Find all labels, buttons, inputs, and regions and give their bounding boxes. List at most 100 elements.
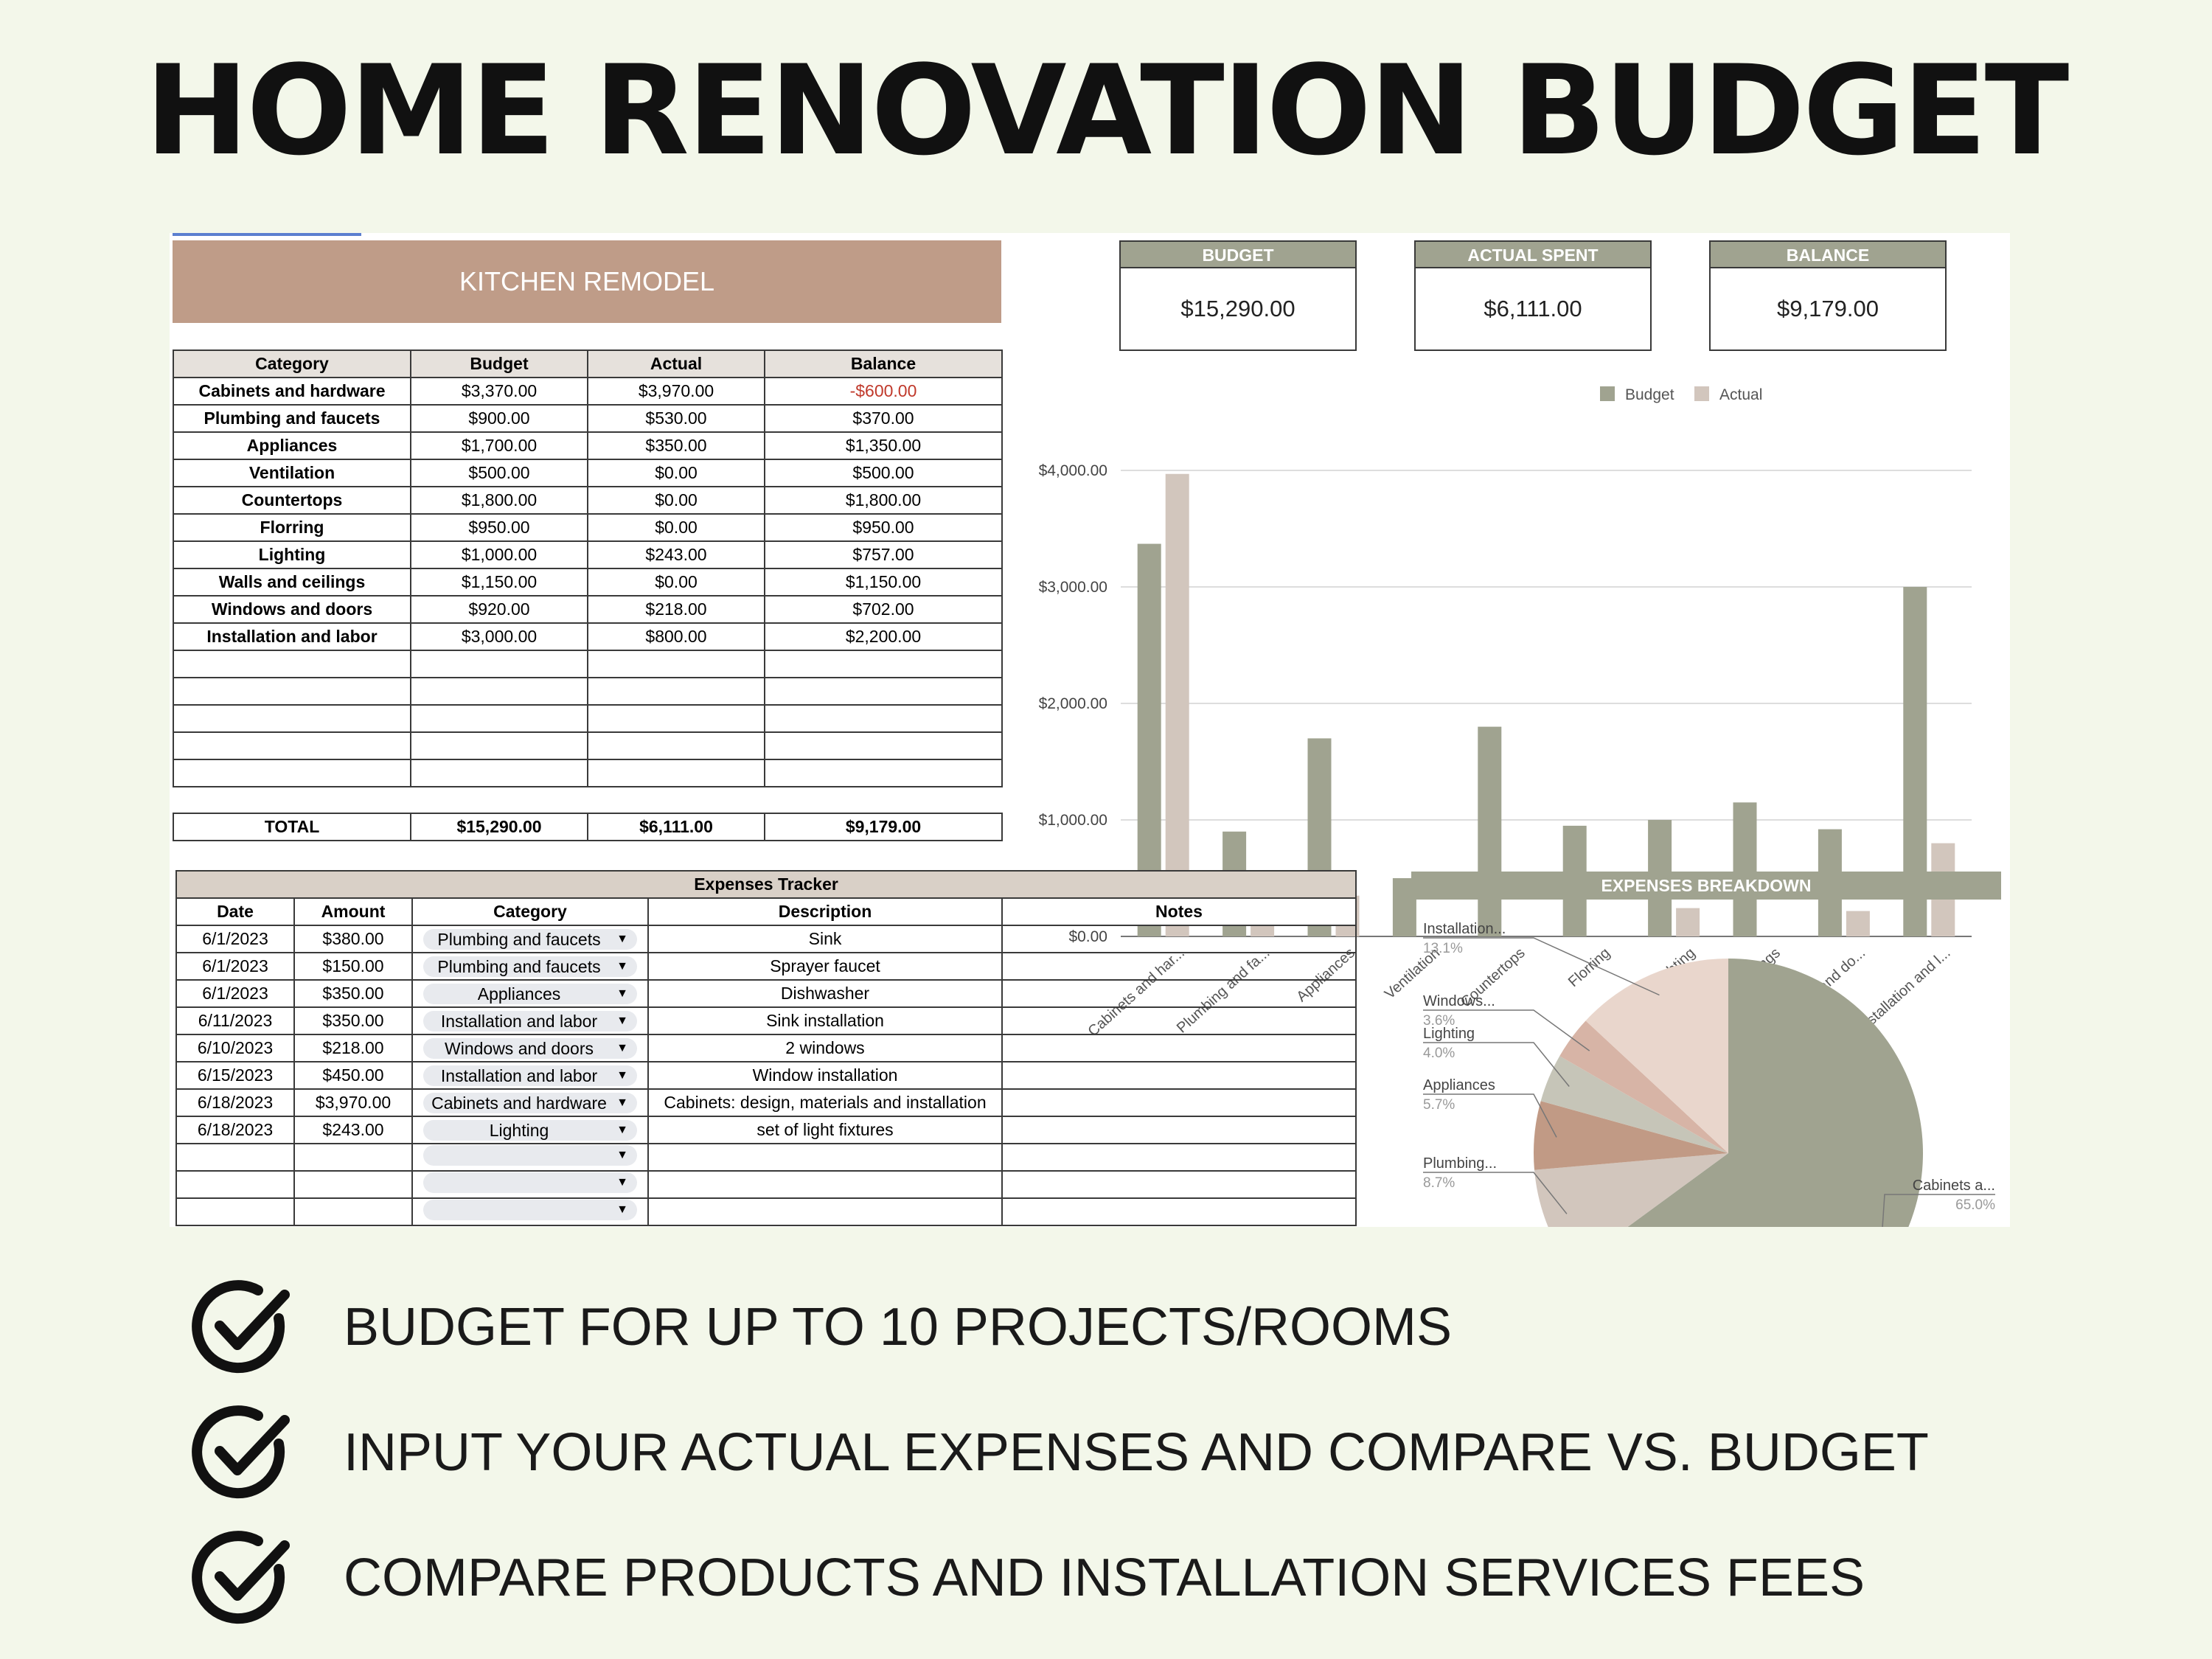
dropdown-arrow-icon[interactable]: ▼ [616, 1148, 628, 1161]
empty-cell[interactable] [293, 1170, 413, 1199]
budget-cell-budget[interactable]: $1,700.00 [410, 431, 588, 460]
budget-cell-balance[interactable]: $1,350.00 [764, 431, 1003, 460]
expense-cell-description[interactable]: Sink [647, 925, 1003, 953]
empty-cell[interactable] [647, 1197, 1003, 1226]
expense-cell-description[interactable]: Sink installation [647, 1006, 1003, 1035]
dropdown-arrow-icon[interactable]: ▼ [616, 1175, 628, 1189]
budget-cell-actual[interactable]: $3,970.00 [587, 377, 765, 406]
dropdown-arrow-icon[interactable]: ▼ [616, 1014, 628, 1027]
category-select[interactable]: Windows and doors ▼ [423, 1037, 637, 1059]
empty-cell[interactable] [173, 677, 411, 706]
empty-cell[interactable] [1001, 1170, 1357, 1199]
budget-cell-actual[interactable]: $530.00 [587, 404, 765, 433]
budget-cell-balance[interactable]: $702.00 [764, 595, 1003, 624]
expense-cell-amount[interactable]: $450.00 [293, 1061, 413, 1090]
category-select[interactable]: Lighting ▼ [423, 1119, 637, 1141]
budget-cell-balance[interactable]: $757.00 [764, 540, 1003, 569]
empty-cell[interactable] [764, 759, 1003, 787]
budget-cell-balance[interactable]: $2,200.00 [764, 622, 1003, 651]
expense-cell-date[interactable]: 6/15/2023 [175, 1061, 295, 1090]
expense-cell-description[interactable]: 2 windows [647, 1034, 1003, 1062]
expense-cell-notes[interactable] [1001, 952, 1357, 981]
budget-cell-budget[interactable]: $500.00 [410, 459, 588, 487]
empty-cell[interactable] [410, 731, 588, 760]
expense-cell-notes[interactable] [1001, 1006, 1357, 1035]
expense-cell-description[interactable]: Dishwasher [647, 979, 1003, 1008]
budget-cell-balance[interactable]: $500.00 [764, 459, 1003, 487]
empty-cell[interactable] [1001, 1197, 1357, 1226]
dropdown-arrow-icon[interactable]: ▼ [616, 1068, 628, 1082]
budget-cell-budget[interactable]: $950.00 [410, 513, 588, 542]
empty-cell[interactable] [647, 1170, 1003, 1199]
expense-cell-amount[interactable]: $350.00 [293, 979, 413, 1008]
empty-cell[interactable] [764, 677, 1003, 706]
budget-cell-balance[interactable]: $370.00 [764, 404, 1003, 433]
empty-cell[interactable] [647, 1143, 1003, 1172]
budget-cell-actual[interactable]: $0.00 [587, 568, 765, 597]
budget-cell-actual[interactable]: $218.00 [587, 595, 765, 624]
empty-cell[interactable] [410, 704, 588, 733]
category-select[interactable]: Cabinets and hardware ▼ [423, 1092, 637, 1113]
expense-cell-date[interactable]: 6/18/2023 [175, 1088, 295, 1117]
category-select[interactable]: ▼ [423, 1172, 637, 1193]
dropdown-arrow-icon[interactable]: ▼ [616, 959, 628, 973]
budget-cell-category[interactable]: Plumbing and faucets [173, 404, 411, 433]
empty-cell[interactable] [175, 1170, 295, 1199]
budget-cell-category[interactable]: Installation and labor [173, 622, 411, 651]
budget-cell-actual[interactable]: $0.00 [587, 513, 765, 542]
dropdown-arrow-icon[interactable]: ▼ [616, 1041, 628, 1054]
expense-cell-amount[interactable]: $380.00 [293, 925, 413, 953]
budget-cell-balance[interactable]: -$600.00 [764, 377, 1003, 406]
empty-cell[interactable] [173, 650, 411, 678]
budget-cell-category[interactable]: Appliances [173, 431, 411, 460]
dropdown-arrow-icon[interactable]: ▼ [616, 1123, 628, 1136]
category-select[interactable]: Installation and labor ▼ [423, 1010, 637, 1032]
expense-cell-date[interactable]: 6/1/2023 [175, 925, 295, 953]
empty-cell[interactable] [587, 677, 765, 706]
expense-cell-date[interactable]: 6/10/2023 [175, 1034, 295, 1062]
empty-cell[interactable] [173, 759, 411, 787]
expense-cell-amount[interactable]: $150.00 [293, 952, 413, 981]
empty-cell[interactable] [293, 1143, 413, 1172]
category-select[interactable]: Appliances ▼ [423, 983, 637, 1004]
budget-cell-balance[interactable]: $950.00 [764, 513, 1003, 542]
budget-cell-budget[interactable]: $1,800.00 [410, 486, 588, 515]
empty-cell[interactable] [1001, 1143, 1357, 1172]
budget-cell-actual[interactable]: $800.00 [587, 622, 765, 651]
budget-cell-category[interactable]: Lighting [173, 540, 411, 569]
budget-cell-category[interactable]: Countertops [173, 486, 411, 515]
budget-cell-category[interactable]: Windows and doors [173, 595, 411, 624]
expense-cell-description[interactable]: Cabinets: design, materials and installa… [647, 1088, 1003, 1117]
dropdown-arrow-icon[interactable]: ▼ [616, 1203, 628, 1216]
total-balance[interactable]: $9,179.00 [764, 813, 1003, 841]
total-budget[interactable]: $15,290.00 [410, 813, 588, 841]
budget-cell-category[interactable]: Ventilation [173, 459, 411, 487]
budget-cell-budget[interactable]: $920.00 [410, 595, 588, 624]
expense-cell-notes[interactable] [1001, 1061, 1357, 1090]
dropdown-arrow-icon[interactable]: ▼ [616, 987, 628, 1000]
expense-cell-description[interactable]: set of light fixtures [647, 1116, 1003, 1144]
empty-cell[interactable] [587, 759, 765, 787]
budget-cell-balance[interactable]: $1,800.00 [764, 486, 1003, 515]
expense-cell-date[interactable]: 6/11/2023 [175, 1006, 295, 1035]
budget-cell-budget[interactable]: $3,000.00 [410, 622, 588, 651]
empty-cell[interactable] [587, 650, 765, 678]
empty-cell[interactable] [175, 1143, 295, 1172]
expense-cell-amount[interactable]: $243.00 [293, 1116, 413, 1144]
empty-cell[interactable] [173, 731, 411, 760]
empty-cell[interactable] [587, 704, 765, 733]
budget-cell-actual[interactable]: $243.00 [587, 540, 765, 569]
empty-cell[interactable] [764, 650, 1003, 678]
dropdown-arrow-icon[interactable]: ▼ [616, 1096, 628, 1109]
category-select[interactable]: ▼ [423, 1200, 637, 1220]
expense-cell-description[interactable]: Window installation [647, 1061, 1003, 1090]
budget-cell-budget[interactable]: $900.00 [410, 404, 588, 433]
expense-cell-notes[interactable] [1001, 1116, 1357, 1144]
expense-cell-amount[interactable]: $3,970.00 [293, 1088, 413, 1117]
budget-cell-budget[interactable]: $1,150.00 [410, 568, 588, 597]
total-actual[interactable]: $6,111.00 [587, 813, 765, 841]
empty-cell[interactable] [587, 731, 765, 760]
expense-cell-description[interactable]: Sprayer faucet [647, 952, 1003, 981]
expense-cell-date[interactable]: 6/1/2023 [175, 979, 295, 1008]
expense-cell-date[interactable]: 6/18/2023 [175, 1116, 295, 1144]
